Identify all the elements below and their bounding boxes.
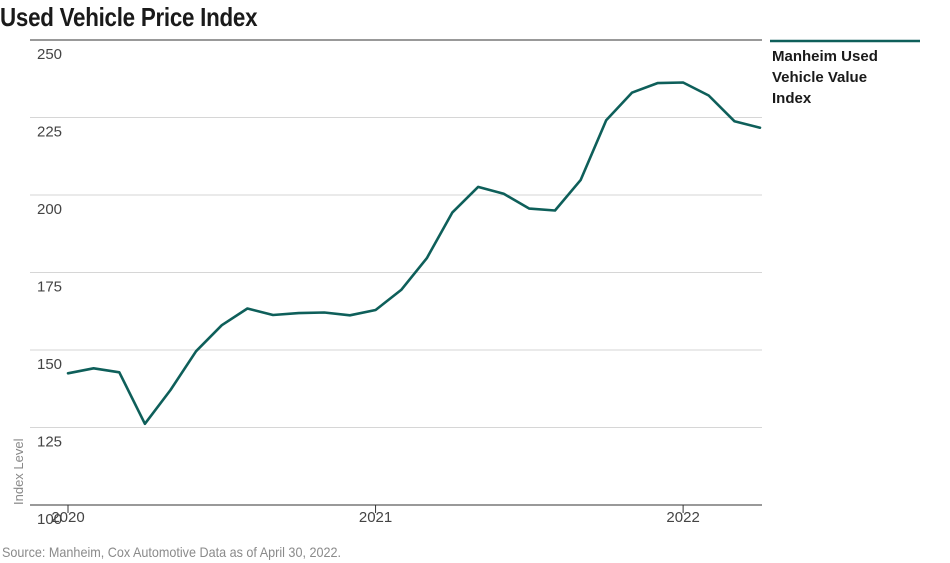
x-tick-label: 2020	[51, 509, 84, 526]
page-title: Used Vehicle Price Index	[0, 2, 258, 32]
y-axis-title: Index Level	[11, 438, 26, 505]
source-note: Source: Manheim, Cox Automotive Data as …	[2, 544, 341, 560]
y-tick-label: 175	[37, 279, 62, 296]
y-tick-labels: 100 125 150 175 200 225 250	[37, 46, 62, 528]
y-tick-label: 250	[37, 46, 62, 63]
y-tick-label: 125	[37, 434, 62, 451]
y-tick-label: 200	[37, 201, 62, 218]
x-tick-labels: 2020 2021 2022	[51, 509, 699, 526]
y-tick-label: 150	[37, 356, 62, 373]
y-tick-label: 225	[37, 124, 62, 141]
series-line	[66, 81, 762, 426]
y-tick-label: 100	[37, 511, 62, 528]
legend: Manheim Used Vehicle Value Index	[770, 39, 920, 107]
x-tick-label: 2021	[359, 509, 392, 526]
legend-label: Manheim Used Vehicle Value Index	[772, 48, 878, 107]
axes	[30, 39, 762, 513]
x-tick-label: 2022	[666, 509, 699, 526]
grid-lines	[30, 117, 762, 428]
series-layer	[66, 81, 762, 426]
